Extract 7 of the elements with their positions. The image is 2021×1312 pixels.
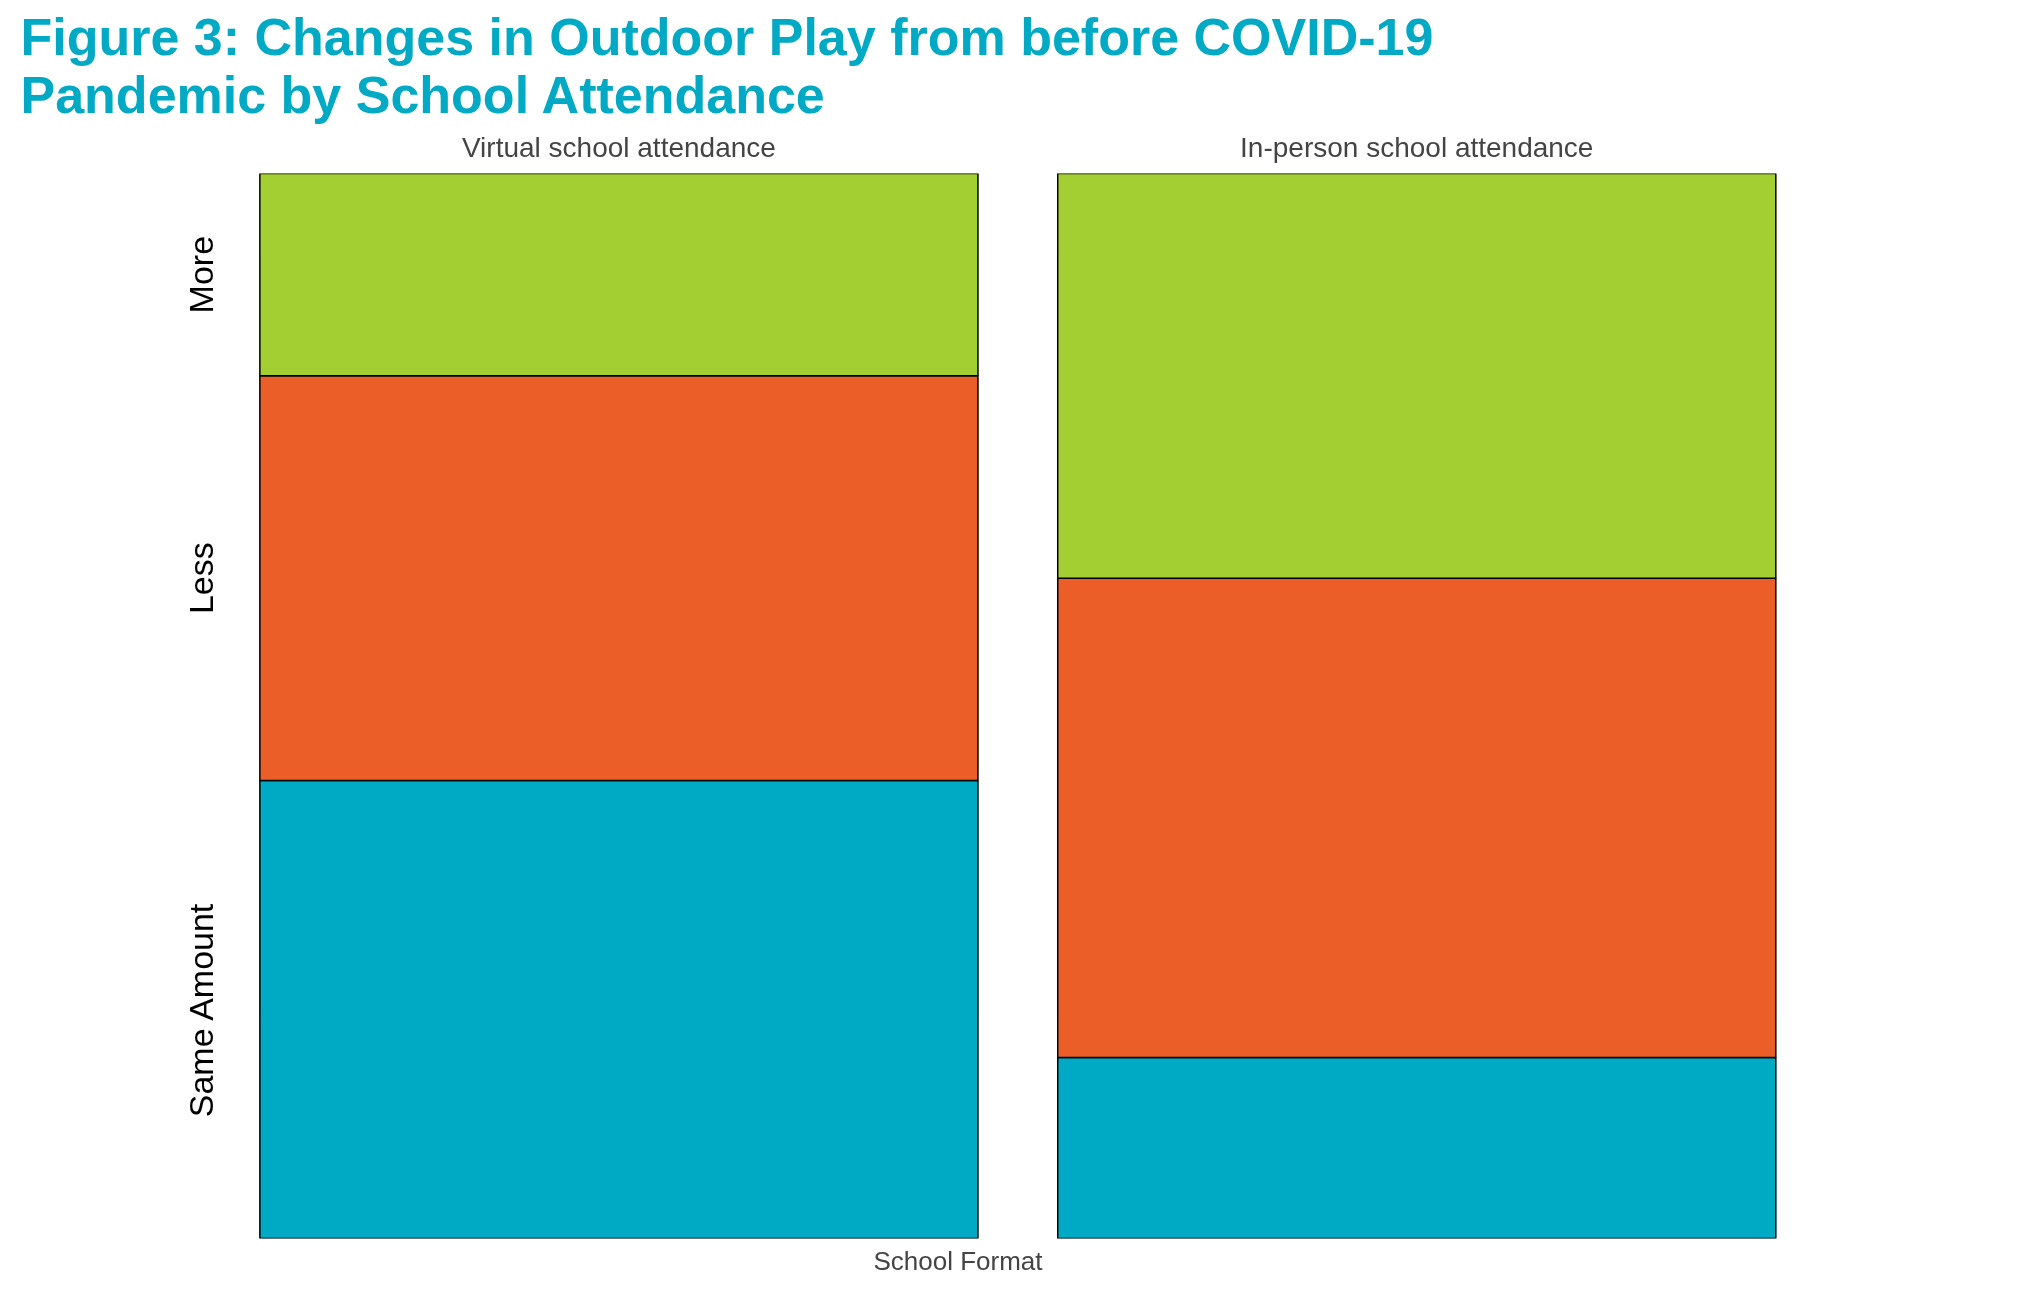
x-tick-label: In-person school attendance xyxy=(1240,131,1594,163)
text: More xyxy=(181,235,220,314)
text: Less xyxy=(181,542,220,615)
x-axis-title: School Format xyxy=(873,1245,1044,1276)
chart-title: Figure 3: Changes in Outdoor Play from before COVID-19 Pandemic by School Attendance xyxy=(20,7,1434,124)
x-tick-label: Virtual school attendance xyxy=(461,131,776,163)
text: Same Amount xyxy=(181,903,220,1118)
